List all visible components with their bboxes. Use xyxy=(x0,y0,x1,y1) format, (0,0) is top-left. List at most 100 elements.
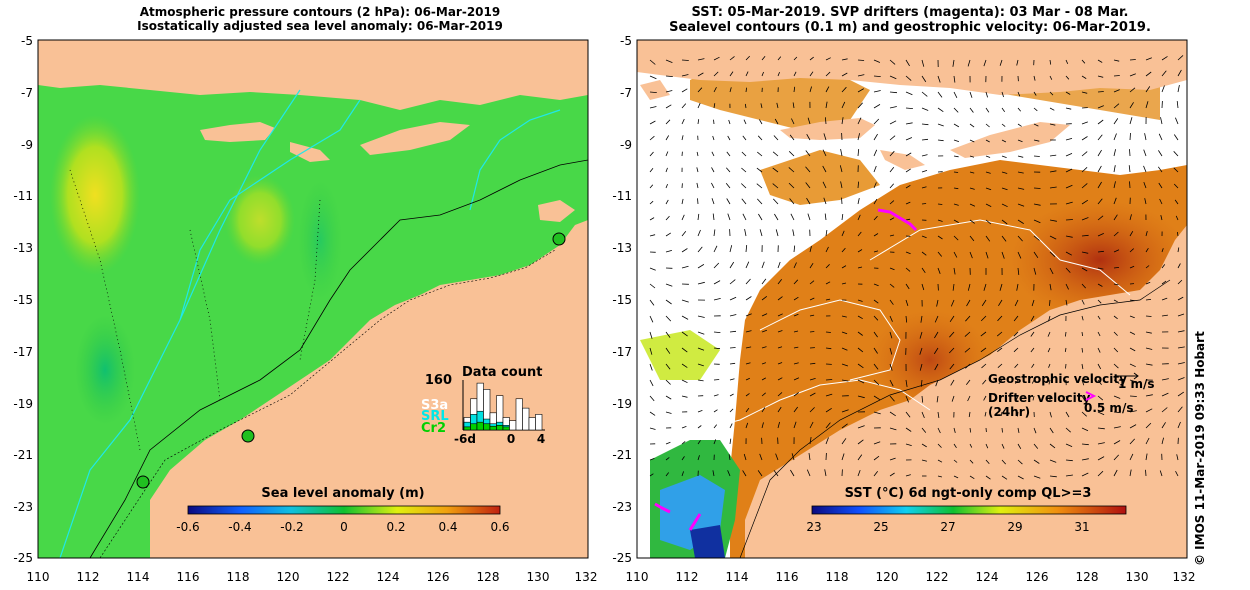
velocity-arrow xyxy=(873,59,881,63)
velocity-arrow xyxy=(1081,458,1089,461)
velocity-arrow xyxy=(857,59,865,61)
tide-gauge-marker[interactable] xyxy=(552,232,566,246)
velocity-arrow xyxy=(777,406,782,413)
velocity-arrow xyxy=(889,106,897,109)
velocity-arrow xyxy=(825,407,832,413)
velocity-arrow xyxy=(857,133,860,141)
data-count-bar-cr2 xyxy=(489,425,497,431)
drifter-track[interactable] xyxy=(654,502,671,514)
velocity-arrow xyxy=(697,281,705,285)
velocity-arrow xyxy=(761,407,766,413)
right-title-line2: Sealevel contours (0.1 m) and geostrophi… xyxy=(669,20,1151,35)
velocity-arrow xyxy=(1129,331,1136,335)
velocity-arrow xyxy=(1113,249,1120,253)
x-tick-label: 122 xyxy=(327,570,350,584)
tide-gauge-marker[interactable] xyxy=(241,429,255,443)
velocity-arrow xyxy=(857,347,864,353)
velocity-arrow xyxy=(953,219,959,223)
velocity-arrow xyxy=(953,443,957,449)
velocity-arrow xyxy=(857,363,864,369)
velocity-arrow xyxy=(1033,155,1040,157)
velocity-arrow xyxy=(681,347,688,353)
velocity-arrow xyxy=(1047,331,1051,337)
velocity-arrow xyxy=(665,315,672,322)
velocity-arrow xyxy=(759,229,763,237)
data-count-title: Data count xyxy=(462,365,542,380)
velocity-arrow xyxy=(729,423,733,429)
velocity-arrow xyxy=(681,59,689,61)
velocity-arrow xyxy=(745,278,751,285)
velocity-arrow xyxy=(1000,411,1003,416)
velocity-arrow xyxy=(937,75,941,83)
velocity-arrow xyxy=(1143,181,1147,189)
velocity-arrow xyxy=(1014,363,1019,368)
velocity-arrow xyxy=(1129,299,1135,302)
velocity-arrow xyxy=(681,198,684,205)
velocity-arrow xyxy=(857,74,865,77)
velocity-arrow xyxy=(953,123,960,128)
velocity-arrow xyxy=(1017,219,1024,224)
x-tick-label: 126 xyxy=(1026,570,1049,584)
velocity-arrow xyxy=(1049,443,1056,449)
velocity-arrow xyxy=(665,232,672,237)
island-timor xyxy=(360,122,470,155)
velocity-arrow xyxy=(713,331,721,333)
velocity-arrow xyxy=(759,453,763,461)
x-tick-label: 110 xyxy=(27,570,50,584)
australia-land xyxy=(150,220,588,558)
velocity-arrow xyxy=(745,422,749,429)
velocity-arrow xyxy=(681,471,684,477)
x-tick-label: 124 xyxy=(377,570,400,584)
y-tick-label: -5 xyxy=(21,34,33,48)
velocity-arrow xyxy=(1017,123,1022,127)
left-y-axis: -5 -7 -9 -11 -13 -15 -17 -19 -21 -23 -25 xyxy=(13,34,33,565)
velocity-arrow xyxy=(1177,231,1179,237)
sea-level-contour xyxy=(869,219,1061,261)
velocity-arrow xyxy=(985,139,990,143)
drifter-track[interactable] xyxy=(877,208,918,232)
velocity-arrow xyxy=(905,395,909,403)
velocity-arrow xyxy=(745,407,750,413)
data-count-bar-cr2 xyxy=(470,423,478,431)
velocity-arrow xyxy=(1097,91,1104,93)
velocity-arrow xyxy=(905,474,911,477)
velocity-arrow xyxy=(1161,85,1165,93)
velocity-arrow xyxy=(665,167,668,173)
velocity-arrow xyxy=(1113,283,1119,286)
drifter-track[interactable] xyxy=(688,513,702,531)
velocity-arrow xyxy=(777,296,783,301)
sst-colorbar: SST (°C) 6d ngt-only comp QL>=3 23 25 27… xyxy=(806,486,1127,534)
velocity-arrow xyxy=(1013,347,1019,353)
velocity-arrow xyxy=(713,280,721,285)
velocity-arrow xyxy=(985,251,989,259)
velocity-arrow xyxy=(1065,299,1068,306)
velocity-arrow xyxy=(649,135,655,141)
x-tick-label: 110 xyxy=(626,570,649,584)
velocity-arrow xyxy=(905,107,913,109)
y-tick-label: -7 xyxy=(21,86,33,100)
velocity-arrow xyxy=(1161,280,1167,285)
velocity-arrow xyxy=(1049,251,1056,257)
velocity-arrow xyxy=(761,346,767,349)
velocity-arrow xyxy=(791,118,795,125)
data-count-bar xyxy=(515,398,523,431)
velocity-arrow xyxy=(729,408,734,413)
velocity-arrow xyxy=(665,472,670,477)
velocity-arrow xyxy=(649,395,655,402)
velocity-arrow xyxy=(1145,422,1152,429)
velocity-arrow xyxy=(952,59,955,67)
velocity-arrow xyxy=(905,75,912,81)
velocity-arrow xyxy=(665,75,673,77)
velocity-arrow xyxy=(793,296,799,301)
tide-gauge-marker[interactable] xyxy=(136,475,150,489)
velocity-arrow xyxy=(937,443,942,448)
velocity-arrow xyxy=(1143,165,1147,173)
velocity-arrow xyxy=(1017,427,1020,433)
velocity-arrow xyxy=(761,55,766,61)
velocity-arrow xyxy=(969,187,975,190)
velocity-arrow xyxy=(745,362,751,365)
velocity-arrow xyxy=(1081,75,1087,79)
velocity-arrow xyxy=(841,379,849,382)
velocity-arrow xyxy=(742,213,747,221)
